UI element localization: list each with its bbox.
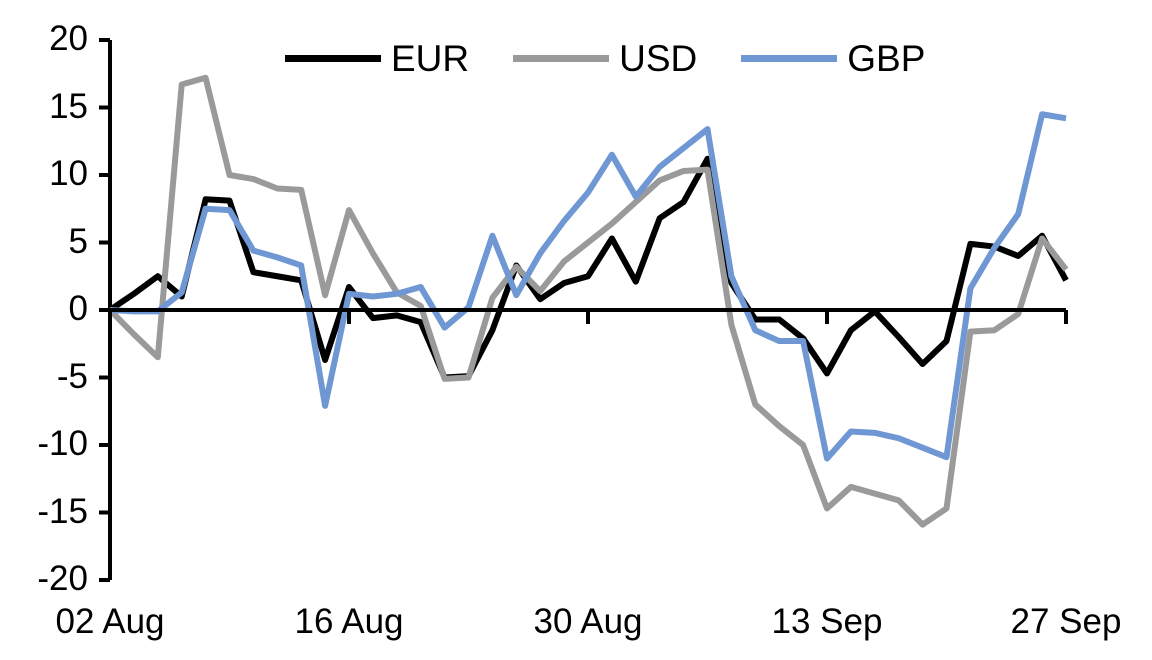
chart-legend: EUR USD GBP <box>285 40 969 77</box>
legend-item-usd[interactable]: USD <box>513 40 697 77</box>
x-tick-label: 30 Aug <box>533 602 643 641</box>
series-line-gbp <box>109 111 1067 462</box>
x-tick-label: 13 Sep <box>771 602 883 641</box>
legend-label: EUR <box>391 38 470 79</box>
x-tick-label: 16 Aug <box>294 602 404 641</box>
y-tick-label: 5 <box>68 221 88 261</box>
y-tick-label: 20 <box>49 19 88 58</box>
y-tick-label: -10 <box>37 424 88 463</box>
x-tick-label: 02 Aug <box>55 602 165 641</box>
y-tick-label: 15 <box>49 86 88 126</box>
y-tick-label: -20 <box>37 559 88 598</box>
series-line-eur <box>108 155 1069 381</box>
legend-line-swatch-icon <box>513 55 610 62</box>
series-line-usd <box>107 74 1069 528</box>
y-tick-label: 10 <box>49 154 88 193</box>
legend-item-gbp[interactable]: GBP <box>741 40 925 77</box>
y-tick-label: -5 <box>56 356 88 396</box>
legend-label: GBP <box>847 38 926 79</box>
y-tick-label: -15 <box>37 491 88 531</box>
legend-line-swatch-icon <box>741 55 838 62</box>
legend-line-swatch-icon <box>285 55 381 62</box>
legend-label: USD <box>619 38 698 79</box>
y-tick-label: 0 <box>68 289 88 328</box>
legend-item-eur[interactable]: EUR <box>285 40 469 77</box>
x-tick-label: 27 Sep <box>1010 602 1122 641</box>
